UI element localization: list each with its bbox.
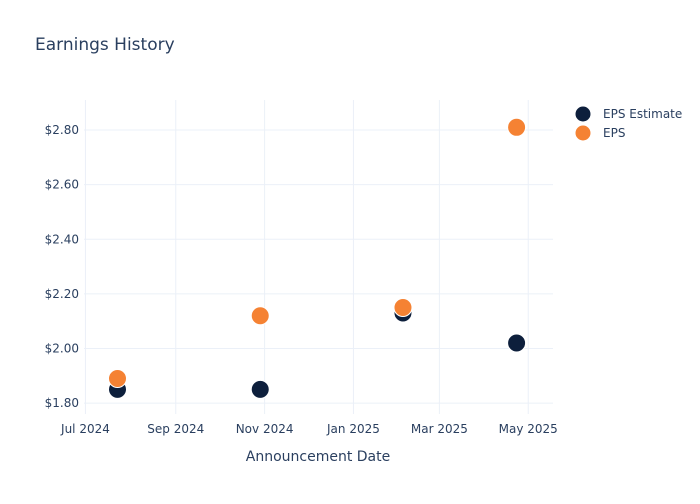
- eps-point: [250, 306, 270, 326]
- x-tick-label: May 2025: [499, 422, 558, 436]
- eps-point: [108, 369, 127, 389]
- grid: [84, 100, 553, 414]
- x-axis-label: Announcement Date: [246, 449, 390, 465]
- eps-estimate-point: [250, 379, 270, 399]
- x-tick-label: Sep 2024: [147, 422, 204, 436]
- x-axis-ticks: Jul 2024 Sep 2024 Nov 2024 Jan 2025 Mar 2025…: [60, 422, 558, 436]
- legend-marker: [574, 105, 592, 123]
- y-tick-label: $1.80: [45, 396, 79, 410]
- legend-label: EPS Estimate: [603, 107, 682, 121]
- y-axis-ticks: $1.80 $2.00 $2.20 $2.40 $2.60 $2.80: [45, 123, 79, 410]
- y-tick-label: $2.40: [45, 232, 79, 246]
- y-tick-label: $2.80: [45, 123, 79, 137]
- eps-point: [507, 117, 527, 137]
- legend[interactable]: EPS Estimate EPS: [574, 105, 682, 142]
- x-tick-label: Jul 2024: [60, 422, 110, 436]
- legend-label: EPS: [603, 126, 625, 140]
- x-tick-label: Mar 2025: [411, 422, 468, 436]
- eps-point: [393, 298, 413, 318]
- x-tick-label: Nov 2024: [236, 422, 294, 436]
- legend-marker: [574, 124, 592, 142]
- y-tick-label: $2.20: [45, 287, 79, 301]
- chart-title: Earnings History: [35, 35, 175, 55]
- y-tick-label: $2.60: [45, 178, 79, 192]
- y-tick-label: $2.00: [45, 341, 79, 355]
- x-tick-label: Jan 2025: [326, 422, 380, 436]
- eps-estimate-point: [507, 333, 527, 353]
- data-points: [108, 117, 527, 399]
